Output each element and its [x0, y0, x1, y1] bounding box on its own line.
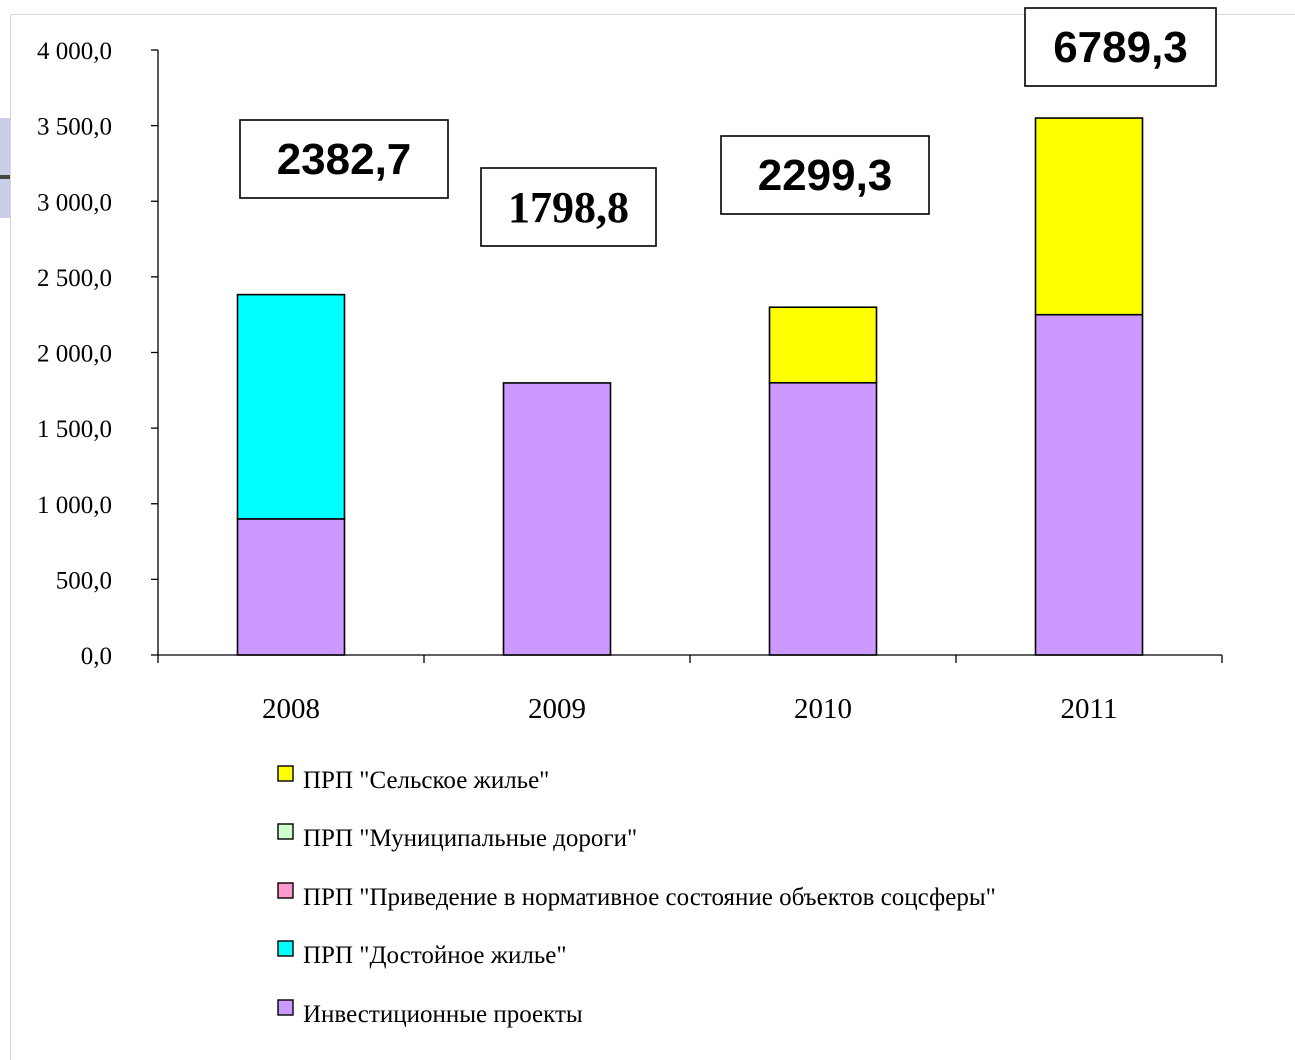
y-tick-label: 3 000,0 [37, 189, 112, 216]
legend-swatch [277, 765, 294, 782]
legend: ПРП "Сельское жилье" ПРП "Муниципальные д… [277, 765, 996, 1028]
y-tick-label: 1 500,0 [37, 416, 112, 443]
bar-segment [236, 293, 346, 520]
legend-swatch [277, 999, 294, 1016]
bar-segment [768, 381, 878, 656]
total-label: 1798,8 [508, 183, 629, 232]
slide-left-edge [10, 14, 11, 1060]
legend-label: ПРП "Достойное жилье" [303, 942, 567, 969]
total-box [480, 167, 657, 247]
bar-segment [502, 382, 612, 656]
x-tick-label: 2010 [794, 693, 852, 725]
side-tab-notch [0, 175, 10, 179]
y-tick-label: 0,0 [81, 643, 112, 670]
total-label: 2382,7 [277, 135, 412, 184]
y-tick-label: 3 500,0 [37, 114, 112, 141]
legend-label: Инвестиционные проекты [303, 1001, 583, 1028]
legend-label: ПРП "Сельское жилье" [303, 767, 549, 794]
total-box [1024, 7, 1217, 87]
axes: 0,0 500,0 1 000,0 1 500,0 2 000,0 2 500,0 3 00… [37, 38, 1223, 725]
bars [236, 117, 1144, 656]
x-tick-label: 2009 [528, 693, 586, 725]
side-tab [0, 118, 10, 218]
legend-label: ПРП "Приведение в нормативное состояние … [303, 884, 996, 911]
legend-swatch [277, 882, 294, 899]
total-labels: 2382,7 1798,8 2299,3 6789,3 [239, 7, 1217, 247]
bar-segment [1034, 117, 1144, 316]
slide-top-edge [10, 14, 1295, 15]
legend-swatch [277, 940, 294, 957]
total-label: 2299,3 [758, 151, 893, 200]
bar-segment [768, 306, 878, 384]
y-tick-label: 2 000,0 [37, 341, 112, 368]
x-tick-label: 2008 [262, 693, 320, 725]
x-tick-label: 2011 [1061, 693, 1118, 725]
bar-segment [1034, 313, 1144, 656]
total-label: 6789,3 [1053, 23, 1188, 72]
y-tick-label: 500,0 [56, 567, 112, 594]
legend-swatch [277, 823, 294, 840]
legend-label: ПРП "Муниципальные дороги" [303, 825, 637, 852]
y-tick-label: 2 500,0 [37, 265, 112, 292]
y-tick-label: 4 000,0 [37, 38, 112, 65]
bar-segment [236, 518, 346, 656]
total-box [239, 119, 449, 199]
total-box [720, 135, 930, 215]
y-tick-label: 1 000,0 [37, 492, 112, 519]
